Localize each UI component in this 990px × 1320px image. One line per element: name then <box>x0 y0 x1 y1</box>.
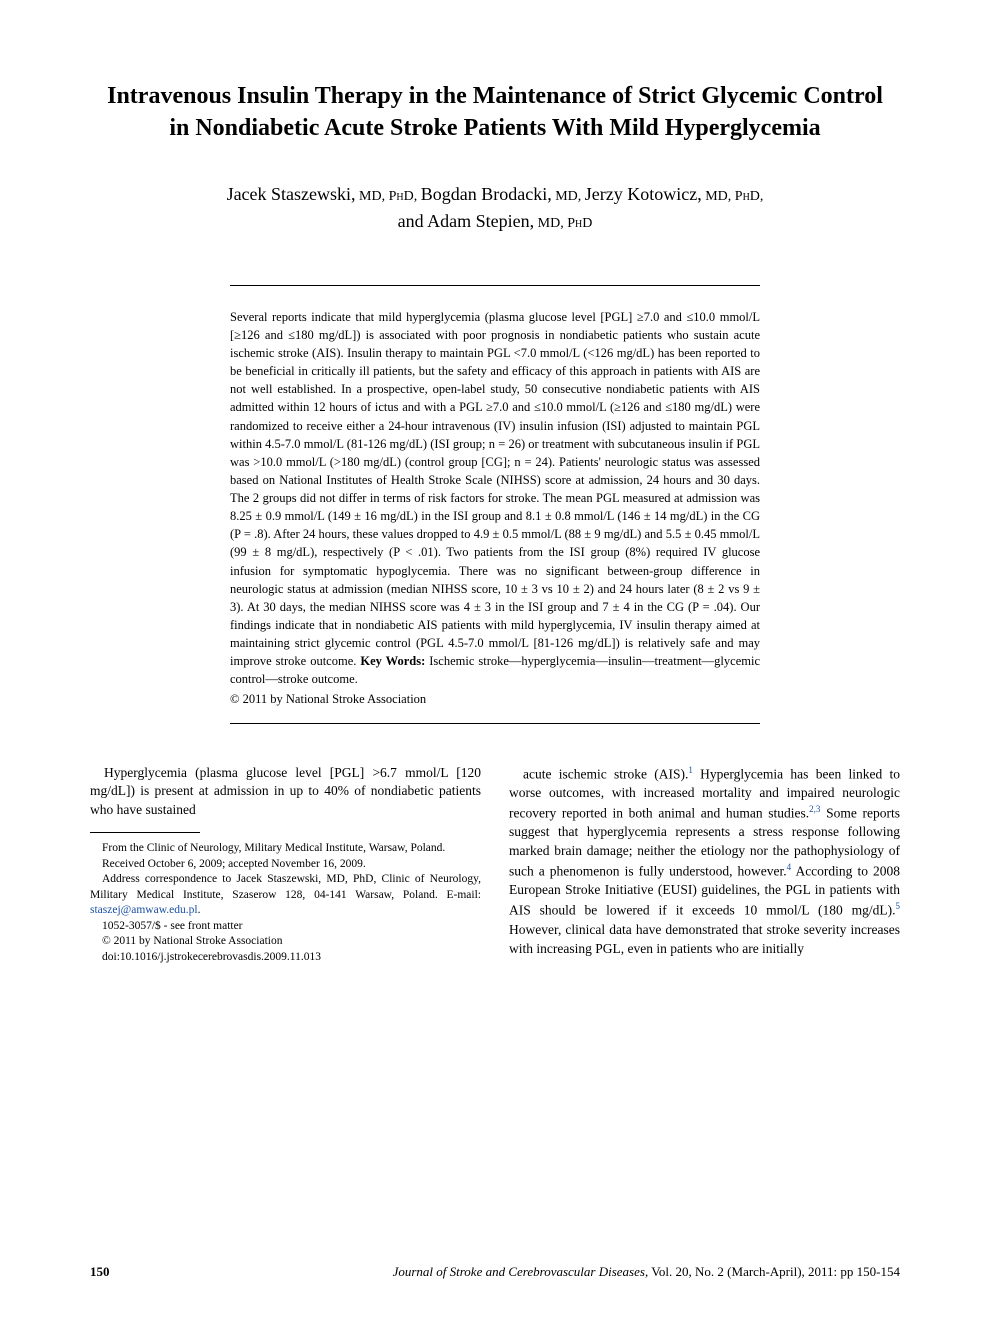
article-title: Intravenous Insulin Therapy in the Maint… <box>90 80 900 145</box>
author-4-credentials: MD, PhD <box>534 216 592 231</box>
abstract-body: Several reports indicate that mild hyper… <box>230 310 760 668</box>
citation-ref-2-3[interactable]: 2,3 <box>809 804 820 814</box>
right-column: acute ischemic stroke (AIS).1 Hyperglyce… <box>509 764 900 966</box>
left-column: Hyperglycemia (plasma glucose level [PGL… <box>90 764 481 966</box>
footnotes-block: From the Clinic of Neurology, Military M… <box>90 841 481 965</box>
footnote-doi: doi:10.1016/j.jstrokecerebrovasdis.2009.… <box>90 950 481 966</box>
abstract-copyright: © 2011 by National Stroke Association <box>230 690 760 708</box>
abstract-text: Several reports indicate that mild hyper… <box>230 308 760 709</box>
author-3-name: Jerzy Kotowicz, <box>585 184 702 204</box>
body-columns: Hyperglycemia (plasma glucose level [PGL… <box>90 764 900 966</box>
footnote-rule <box>90 832 200 833</box>
footnote-copyright: © 2011 by National Stroke Association <box>90 934 481 950</box>
body-paragraph-2: acute ischemic stroke (AIS).1 Hyperglyce… <box>509 764 900 959</box>
footnote-email[interactable]: staszej@amwaw.edu.pl <box>90 904 198 916</box>
page-number: 150 <box>90 1264 110 1280</box>
footnote-corr-end: . <box>198 904 201 916</box>
author-4-name: Adam Stepien, <box>427 211 534 231</box>
keywords-label: Key Words: <box>360 654 425 668</box>
author-block: Jacek Staszewski, MD, PhD, Bogdan Brodac… <box>90 181 900 235</box>
journal-name: Journal of Stroke and Cerebrovascular Di… <box>393 1264 649 1279</box>
author-2-credentials: MD, <box>552 189 585 204</box>
author-1-name: Jacek Staszewski, <box>227 184 356 204</box>
author-3-credentials: MD, PhD, <box>702 189 764 204</box>
author-1-credentials: MD, PhD, <box>356 189 421 204</box>
body-text-seg-5: However, clinical data have demonstrated… <box>509 922 900 956</box>
citation-ref-5[interactable]: 5 <box>896 901 901 911</box>
journal-citation: Journal of Stroke and Cerebrovascular Di… <box>393 1264 900 1280</box>
body-paragraph-1: Hyperglycemia (plasma glucose level [PGL… <box>90 764 481 821</box>
footnote-issn: 1052-3057/$ - see front matter <box>90 919 481 935</box>
footnote-dates: Received October 6, 2009; accepted Novem… <box>90 857 481 873</box>
body-text-seg-1: acute ischemic stroke (AIS). <box>523 766 688 781</box>
author-2-name: Bogdan Brodacki, <box>421 184 552 204</box>
footnote-affiliation: From the Clinic of Neurology, Military M… <box>90 841 481 857</box>
journal-issue: Vol. 20, No. 2 (March-April), 2011: pp 1… <box>648 1264 900 1279</box>
author-connector: and <box>398 211 428 231</box>
page-footer: 150 Journal of Stroke and Cerebrovascula… <box>90 1264 900 1280</box>
footnote-correspondence: Address correspondence to Jacek Staszews… <box>90 872 481 919</box>
abstract-container: Several reports indicate that mild hyper… <box>230 285 760 724</box>
footnote-corr-text: Address correspondence to Jacek Staszews… <box>90 873 481 901</box>
